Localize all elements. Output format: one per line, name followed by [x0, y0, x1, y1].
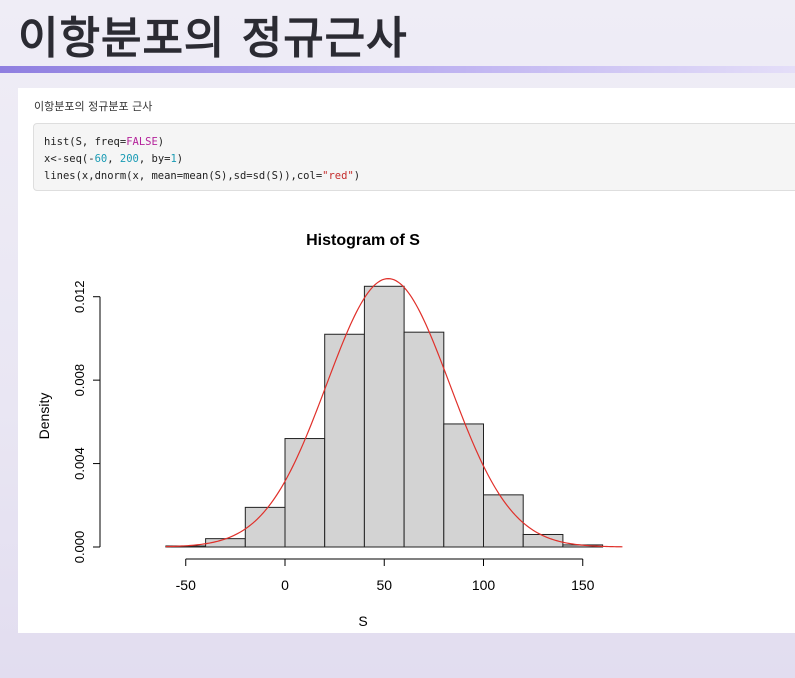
code-text: )	[157, 136, 165, 148]
code-text: hist(S, freq=	[44, 136, 127, 148]
code-number: 200	[119, 153, 139, 165]
code-text: , by=	[138, 153, 171, 165]
code-block[interactable]: hist(S, freq=FALSE) x<-seq(-60, 200, by=…	[33, 123, 795, 191]
title-underline	[0, 66, 795, 73]
code-text: )	[176, 153, 184, 165]
code-text: ,	[107, 153, 120, 165]
code-line-1: hist(S, freq=FALSE)	[44, 134, 792, 151]
notebook-panel: 이항분포의 정규분포 근사 hist(S, freq=FALSE) x<-seq…	[18, 88, 795, 633]
code-number: 60	[94, 153, 108, 165]
code-line-3: lines(x,dnorm(x, mean=mean(S),sd=sd(S)),…	[44, 168, 792, 185]
code-text: x<-seq(-	[44, 153, 95, 165]
code-line-2: x<-seq(-60, 200, by=1)	[44, 151, 792, 168]
slide-title: 이항분포의 정규근사	[18, 13, 408, 64]
code-text: lines(x,dnorm(x, mean=mean(S),sd=sd(S)),…	[44, 170, 323, 182]
code-constant: FALSE	[126, 136, 158, 148]
code-caption: 이항분포의 정규분포 근사	[34, 100, 153, 113]
code-text: )	[353, 170, 361, 182]
code-string: "red"	[322, 170, 354, 182]
code-number: 1	[170, 153, 177, 165]
